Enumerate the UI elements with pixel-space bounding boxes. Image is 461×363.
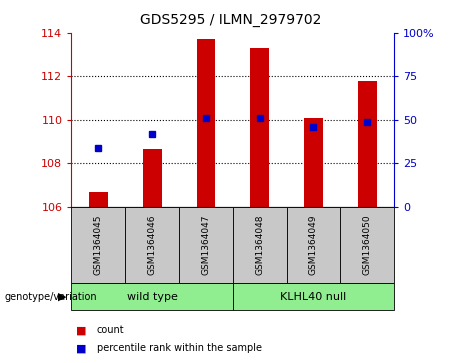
Text: GSM1364047: GSM1364047 [201,215,210,275]
Text: ■: ■ [76,343,87,354]
Bar [304,118,323,207]
Text: GSM1364046: GSM1364046 [148,215,157,275]
Bar [358,81,377,207]
Text: wild type: wild type [127,292,177,302]
Text: KLHL40 null: KLHL40 null [280,292,347,302]
Text: count: count [97,325,124,335]
Text: GSM1364049: GSM1364049 [309,215,318,275]
Text: ■: ■ [76,325,87,335]
Text: genotype/variation: genotype/variation [5,292,97,302]
Bar [89,192,108,207]
Bar [143,149,161,207]
Text: GSM1364045: GSM1364045 [94,215,103,275]
Text: GSM1364048: GSM1364048 [255,215,264,275]
Bar [250,48,269,207]
Text: GDS5295 / ILMN_2979702: GDS5295 / ILMN_2979702 [140,13,321,27]
Bar [196,39,215,207]
Text: percentile rank within the sample: percentile rank within the sample [97,343,262,354]
Text: GSM1364050: GSM1364050 [363,215,372,276]
Text: ▶: ▶ [58,292,66,302]
